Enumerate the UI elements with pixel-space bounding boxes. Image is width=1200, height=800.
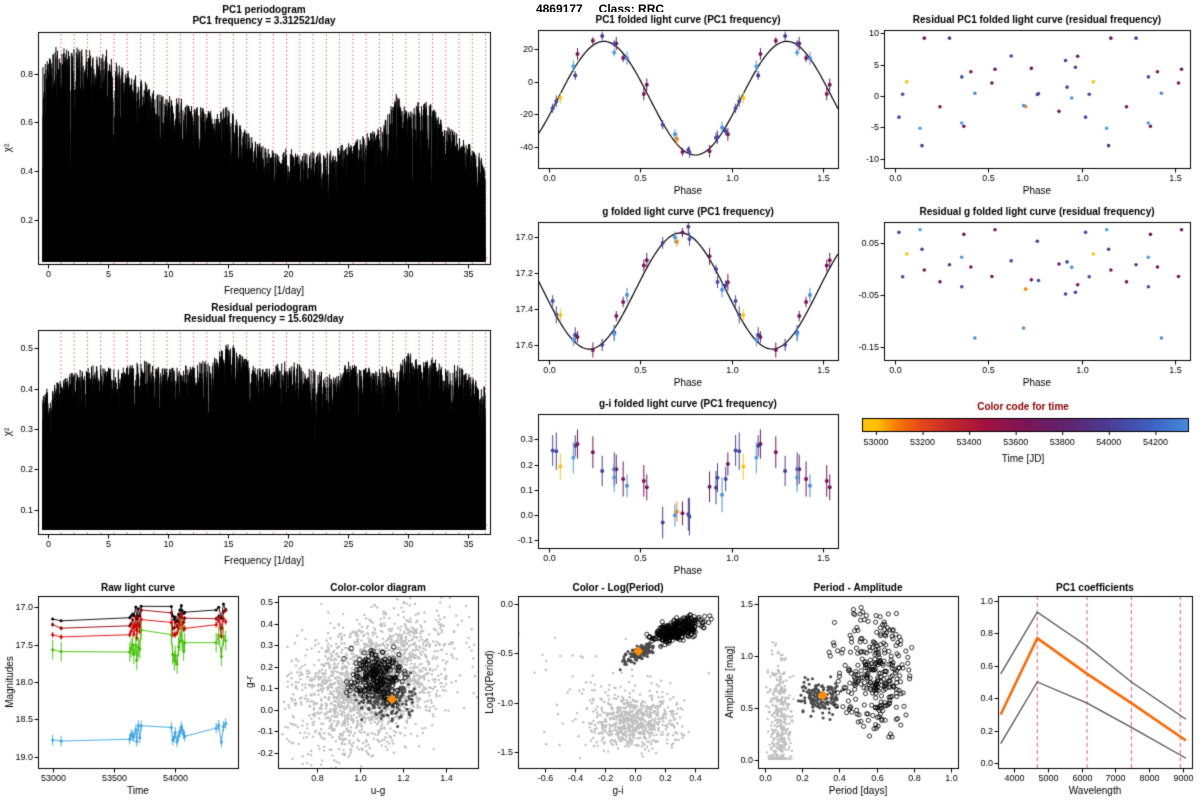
raw-light-curve-plot bbox=[4, 580, 244, 798]
residual-g-plot bbox=[848, 204, 1198, 390]
period-amplitude-plot bbox=[724, 580, 964, 798]
color-logperiod-plot bbox=[484, 580, 724, 798]
residual-periodogram-plot bbox=[2, 300, 500, 568]
pc1-periodogram-plot bbox=[2, 2, 500, 298]
gi-folded-light-curve-plot bbox=[502, 396, 846, 578]
time-colorbar bbox=[848, 398, 1198, 472]
g-folded-light-curve-plot bbox=[502, 204, 846, 390]
pc1-coefficients-plot bbox=[964, 580, 1198, 798]
color-color-diagram-plot bbox=[244, 580, 484, 798]
residual-pc1-plot bbox=[848, 12, 1198, 198]
pc1-folded-light-curve-plot bbox=[502, 12, 846, 198]
